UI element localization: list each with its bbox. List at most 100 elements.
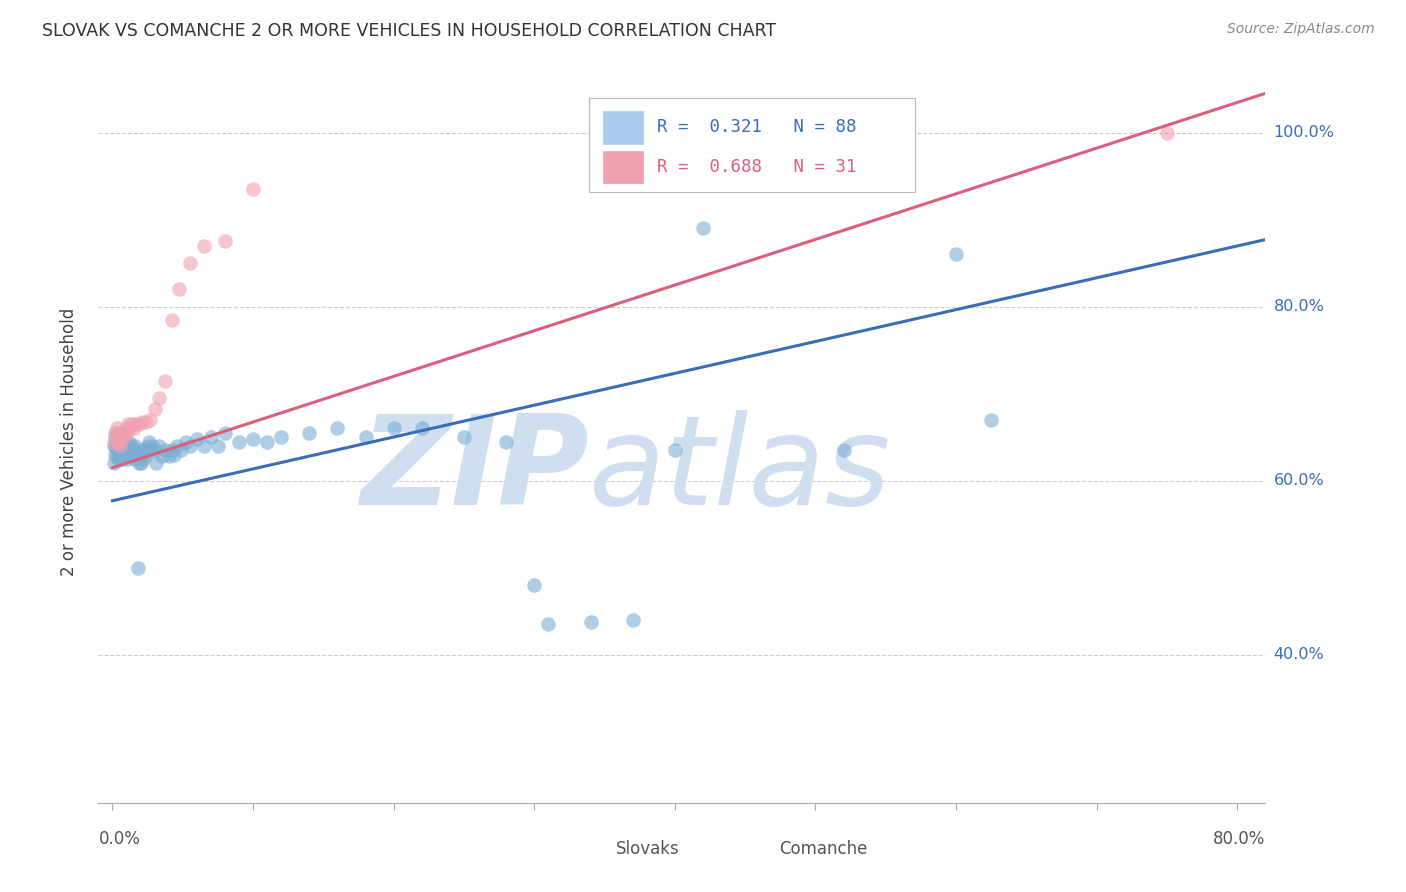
Point: [131, 443, 153, 458]
Point: [118, 443, 141, 458]
Point: [118, 434, 141, 449]
FancyBboxPatch shape: [582, 838, 609, 861]
Text: SLOVAK VS COMANCHE 2 OR MORE VEHICLES IN HOUSEHOLD CORRELATION CHART: SLOVAK VS COMANCHE 2 OR MORE VEHICLES IN…: [42, 22, 776, 40]
Point: [105, 434, 128, 449]
Point: [153, 374, 176, 388]
Point: [115, 421, 138, 435]
Point: [111, 430, 134, 444]
Point: [174, 434, 197, 449]
Point: [112, 443, 135, 458]
FancyBboxPatch shape: [589, 98, 915, 193]
Point: [110, 448, 132, 462]
FancyBboxPatch shape: [603, 151, 644, 183]
Point: [115, 439, 138, 453]
Text: Comanche: Comanche: [779, 840, 868, 858]
Point: [495, 434, 517, 449]
Point: [382, 421, 405, 435]
Point: [242, 182, 264, 196]
Point: [167, 282, 190, 296]
Point: [108, 439, 131, 453]
Point: [121, 417, 143, 431]
Point: [141, 439, 163, 453]
Point: [105, 448, 128, 462]
Point: [115, 452, 138, 467]
Point: [131, 415, 153, 429]
Point: [128, 456, 150, 470]
Text: Slovaks: Slovaks: [616, 840, 679, 858]
Point: [129, 456, 152, 470]
Text: 0.0%: 0.0%: [98, 830, 141, 848]
Point: [134, 443, 156, 458]
Point: [104, 430, 127, 444]
Point: [145, 456, 167, 470]
Point: [692, 221, 714, 235]
Point: [107, 443, 129, 458]
Point: [127, 561, 149, 575]
Point: [139, 413, 162, 427]
Point: [104, 439, 127, 453]
Text: R =  0.321   N = 88: R = 0.321 N = 88: [658, 119, 856, 136]
Point: [143, 402, 166, 417]
Point: [453, 430, 475, 444]
Text: R =  0.688   N = 31: R = 0.688 N = 31: [658, 158, 856, 176]
Point: [214, 235, 236, 249]
FancyBboxPatch shape: [747, 838, 772, 861]
Point: [103, 456, 125, 470]
Point: [129, 448, 152, 462]
Point: [121, 439, 143, 453]
Point: [186, 432, 208, 446]
Point: [148, 439, 170, 453]
Point: [110, 439, 132, 453]
Point: [107, 434, 129, 449]
Point: [150, 450, 173, 464]
Point: [114, 443, 136, 458]
Point: [112, 425, 135, 440]
Point: [103, 434, 125, 449]
Point: [579, 615, 602, 629]
Point: [110, 434, 132, 449]
Point: [108, 425, 131, 440]
Point: [105, 421, 128, 435]
Text: ZIP: ZIP: [360, 410, 589, 531]
Point: [832, 443, 855, 458]
Text: atlas: atlas: [589, 410, 890, 531]
Point: [207, 439, 229, 453]
Point: [111, 452, 134, 467]
Point: [135, 448, 157, 462]
Point: [105, 425, 128, 440]
Point: [125, 417, 148, 431]
Point: [108, 448, 131, 462]
Text: 60.0%: 60.0%: [1274, 474, 1324, 488]
Point: [108, 439, 131, 453]
Point: [112, 439, 135, 453]
Point: [118, 423, 141, 437]
Point: [326, 421, 349, 435]
Point: [115, 448, 138, 462]
Point: [200, 430, 222, 444]
Point: [104, 425, 127, 440]
Point: [148, 391, 170, 405]
Point: [107, 439, 129, 453]
Point: [166, 439, 188, 453]
Point: [105, 439, 128, 453]
Point: [108, 430, 131, 444]
Text: 100.0%: 100.0%: [1274, 125, 1334, 140]
Point: [980, 413, 1002, 427]
Point: [160, 443, 183, 458]
Point: [193, 439, 215, 453]
Y-axis label: 2 or more Vehicles in Household: 2 or more Vehicles in Household: [59, 308, 77, 575]
Point: [157, 450, 180, 464]
Point: [139, 443, 162, 458]
Point: [179, 439, 201, 453]
Point: [111, 443, 134, 458]
Point: [103, 439, 125, 453]
Point: [228, 434, 250, 449]
Point: [163, 448, 186, 462]
Point: [114, 434, 136, 449]
Point: [270, 430, 292, 444]
Point: [945, 247, 967, 261]
Point: [354, 430, 377, 444]
Point: [411, 421, 433, 435]
Point: [110, 425, 132, 440]
Point: [256, 434, 278, 449]
